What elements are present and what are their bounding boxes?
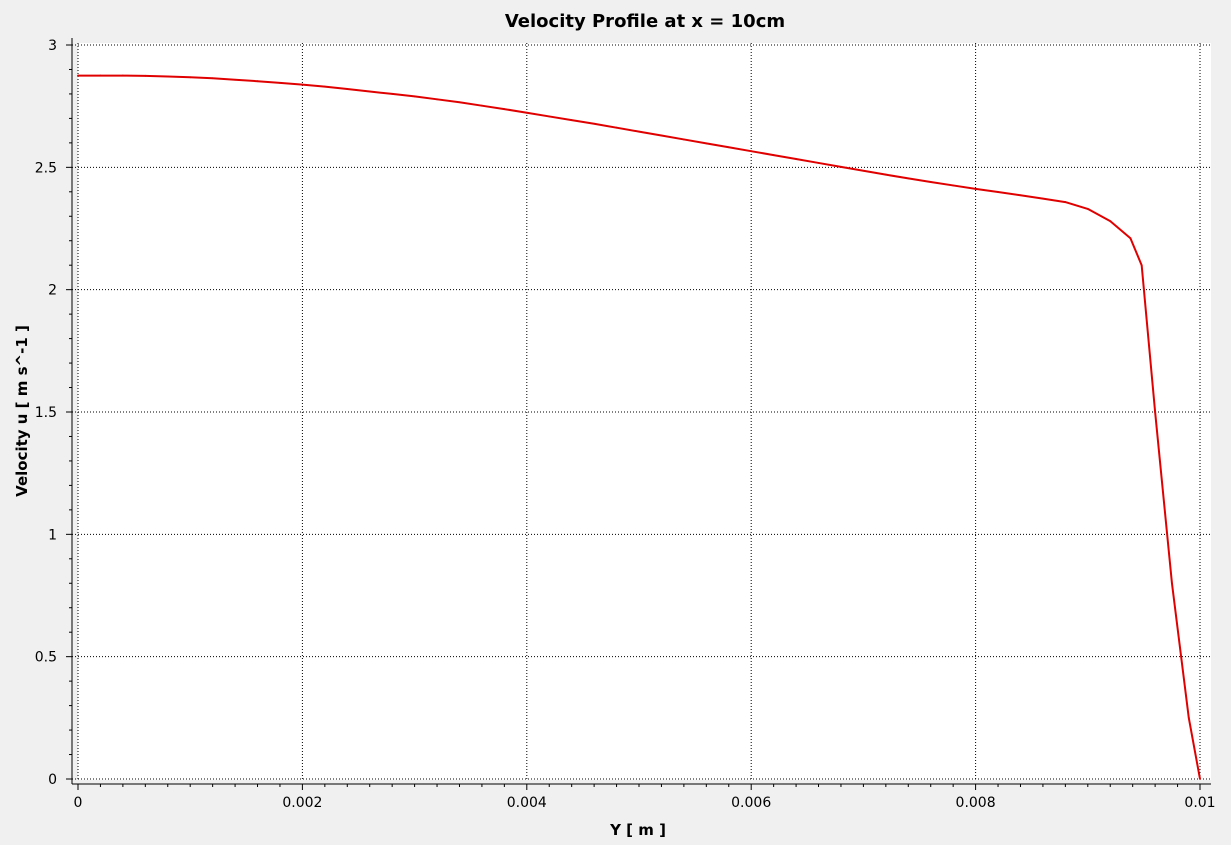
x-tick-label: 0.006	[731, 795, 771, 811]
x-axis-label: Y [ m ]	[609, 821, 666, 839]
y-tick-label: 1.5	[35, 405, 57, 421]
data-point	[1129, 237, 1132, 240]
data-point	[1199, 778, 1201, 780]
x-tick-label: 0	[74, 795, 83, 811]
x-tick-label: 0.002	[282, 795, 322, 811]
chart-title: Velocity Profile at x = 10cm	[505, 11, 785, 32]
y-tick-label: 0.5	[35, 650, 57, 666]
data-point	[166, 75, 169, 78]
x-tick-label: 0.01	[1184, 795, 1215, 811]
data-point	[997, 191, 999, 193]
data-point	[974, 187, 977, 190]
data-point	[660, 134, 663, 137]
y-tick-label: 2.5	[35, 160, 57, 176]
data-point	[638, 130, 640, 133]
data-point	[570, 119, 573, 122]
tick-labels: 0 0.002 0.004 0.006 0.008 0.01 0 0.5 1 1.5 2 2.5 3	[35, 38, 1216, 811]
data-point	[1171, 582, 1173, 585]
data-point	[884, 173, 887, 176]
data-point	[458, 101, 461, 104]
data-point	[346, 88, 349, 90]
data-point	[907, 177, 910, 180]
data-point	[750, 150, 753, 153]
data-point	[503, 108, 506, 111]
grid	[72, 43, 1211, 780]
axis-ticks	[66, 44, 1201, 790]
data-point	[234, 78, 236, 81]
data-point	[436, 98, 438, 101]
data-point	[211, 77, 214, 80]
y-tick-label: 0	[48, 772, 57, 788]
data-point	[682, 138, 685, 141]
data-point	[368, 90, 371, 93]
data-point	[413, 95, 416, 98]
plot-area	[78, 43, 1211, 780]
data-point	[705, 142, 708, 145]
data-point	[952, 184, 955, 187]
data-point	[840, 165, 842, 168]
data-point	[862, 169, 865, 172]
data-point	[144, 74, 147, 77]
data-point	[1042, 197, 1044, 200]
series-layer	[77, 74, 1201, 780]
data-point	[189, 76, 192, 79]
data-point	[121, 74, 124, 77]
data-point	[323, 85, 326, 88]
data-point	[1154, 411, 1157, 413]
x-tick-label: 0.008	[956, 795, 996, 811]
data-point	[615, 126, 618, 129]
data-point	[1086, 208, 1089, 210]
data-point	[593, 122, 596, 125]
data-point	[391, 93, 394, 95]
y-tick-label: 3	[48, 38, 57, 54]
data-point	[525, 111, 528, 114]
data-point	[817, 162, 820, 164]
y-tick-label: 2	[48, 283, 57, 299]
x-tick-label: 0.004	[507, 795, 547, 811]
data-point	[1064, 201, 1067, 203]
data-point	[1019, 194, 1022, 197]
data-point	[548, 115, 551, 118]
data-point	[795, 158, 797, 160]
data-point	[301, 83, 304, 86]
y-axis-label: Velocity u [ m s^-1 ]	[13, 325, 31, 497]
y-tick-label: 1	[48, 527, 57, 543]
data-point	[481, 104, 483, 107]
data-point	[727, 146, 730, 149]
data-point	[256, 80, 259, 83]
data-point	[1187, 716, 1190, 719]
data-point	[1109, 220, 1112, 223]
data-point	[929, 181, 932, 183]
data-point	[77, 74, 79, 77]
data-point	[772, 154, 775, 157]
data-point	[1140, 264, 1143, 267]
data-point	[279, 82, 281, 84]
data-point	[99, 74, 102, 77]
